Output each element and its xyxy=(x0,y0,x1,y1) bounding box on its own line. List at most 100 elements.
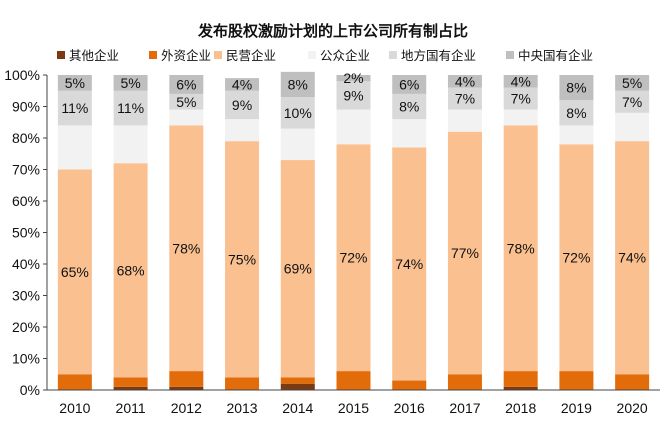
bar-segment xyxy=(113,377,148,387)
bar-segment xyxy=(113,90,148,126)
bar-segment xyxy=(169,371,204,387)
data-label: 74% xyxy=(395,256,423,272)
x-tick-label: 2011 xyxy=(116,400,146,416)
bar-segment xyxy=(225,141,260,378)
bar-segment xyxy=(447,109,482,132)
bar-segment xyxy=(559,100,594,126)
bar-segment xyxy=(503,125,538,372)
data-label: 2% xyxy=(343,70,363,86)
bar-segment xyxy=(57,75,92,91)
data-label: 10% xyxy=(284,105,312,121)
bar-segment xyxy=(169,109,204,126)
y-tick-label: 100% xyxy=(4,67,40,83)
bar-segment xyxy=(225,90,260,120)
x-tick-label: 2016 xyxy=(394,400,425,416)
data-label: 5% xyxy=(176,94,196,110)
bar-segment xyxy=(225,377,260,390)
x-tick-label: 2018 xyxy=(505,400,536,416)
y-tick-label: 10% xyxy=(12,351,40,367)
x-tick-label: 2014 xyxy=(282,400,313,416)
data-label: 11% xyxy=(61,100,88,116)
legend-swatch xyxy=(149,51,157,59)
bar-segment xyxy=(392,119,427,148)
x-tick-label: 2019 xyxy=(561,400,592,416)
data-label: 8% xyxy=(288,76,308,92)
legend-label: 外资企业 xyxy=(161,48,211,63)
bar-segment xyxy=(615,112,650,142)
bar-segment xyxy=(447,75,482,88)
legend-swatch xyxy=(57,51,65,59)
bar-segment xyxy=(280,160,315,378)
bar-segment xyxy=(615,374,650,390)
data-label: 5% xyxy=(622,75,642,91)
chart-title: 发布股权激励计划的上市公司所有制占比 xyxy=(197,22,468,40)
y-tick-label: 40% xyxy=(12,256,40,272)
data-label: 7% xyxy=(455,91,475,107)
data-label: 75% xyxy=(228,251,256,267)
x-tick-label: 2020 xyxy=(617,400,648,416)
legend-label: 其他企业 xyxy=(69,48,119,63)
bar-segment xyxy=(559,75,594,101)
bar-segment xyxy=(447,87,482,110)
x-tick-label: 2015 xyxy=(338,400,369,416)
bar-segment xyxy=(57,125,92,170)
legend-label: 民营企业 xyxy=(226,48,276,63)
data-label: 8% xyxy=(566,105,586,121)
bar-segment xyxy=(615,141,650,375)
bar-segment xyxy=(392,75,427,94)
x-tick-label: 2012 xyxy=(171,400,202,416)
bar-segment xyxy=(503,386,538,390)
bar-segment xyxy=(57,374,92,390)
y-tick-label: 80% xyxy=(12,130,40,146)
x-tick-label: 2017 xyxy=(449,400,480,416)
legend-swatch xyxy=(389,51,397,59)
data-label: 6% xyxy=(399,76,419,92)
data-label: 77% xyxy=(451,245,479,261)
bar-segment xyxy=(280,128,315,161)
bar-segment xyxy=(169,386,204,390)
data-label: 7% xyxy=(622,94,642,110)
bar-segment xyxy=(113,163,148,378)
bar-segment xyxy=(447,374,482,390)
bar-segment xyxy=(113,386,148,390)
data-label: 78% xyxy=(507,240,535,256)
data-label: 11% xyxy=(117,100,144,116)
bar-segment xyxy=(169,125,204,372)
data-label: 9% xyxy=(232,97,252,113)
data-labels: 65% 11% 5% 68% 11% 5% 78% 5% 6% 75% 9% 4% 69% 10% 8% 72… xyxy=(61,70,646,280)
bar-segment xyxy=(503,371,538,387)
bar-segment xyxy=(336,81,371,110)
x-axis: 2010 2011 2012 2013 2014 2015 2016 2017 2018 2019… xyxy=(47,389,660,416)
data-label: 8% xyxy=(566,80,586,96)
bar-segment xyxy=(559,144,594,372)
y-tick-label: 20% xyxy=(12,319,40,335)
bar-segment xyxy=(559,371,594,390)
bar-segment xyxy=(503,109,538,126)
bar-segment xyxy=(503,75,538,88)
data-label: 4% xyxy=(455,73,475,89)
legend: 其他企业 外资企业 民营企业 公众企业 地方国有企业 中央国有企业 xyxy=(57,48,593,63)
bar-segment xyxy=(392,380,427,390)
data-label: 74% xyxy=(618,250,646,266)
data-label: 9% xyxy=(343,87,363,103)
data-label: 6% xyxy=(176,76,196,92)
bar-segment xyxy=(280,383,315,390)
bar-segment xyxy=(503,87,538,110)
legend-swatch xyxy=(308,51,316,59)
bar-segment xyxy=(280,97,315,129)
bar-segment xyxy=(169,75,204,94)
bar-segment xyxy=(336,371,371,390)
y-tick-label: 90% xyxy=(12,99,40,115)
bar-segment xyxy=(57,90,92,126)
bar-segment xyxy=(559,125,594,145)
bar-segment xyxy=(113,125,148,164)
y-tick-label: 70% xyxy=(12,162,40,178)
bars xyxy=(57,71,650,390)
data-label: 4% xyxy=(232,76,252,92)
data-label: 72% xyxy=(339,250,367,266)
bar-segment xyxy=(280,377,315,384)
bar-segment xyxy=(336,109,371,145)
y-tick-label: 30% xyxy=(12,288,40,304)
data-label: 5% xyxy=(120,75,140,91)
